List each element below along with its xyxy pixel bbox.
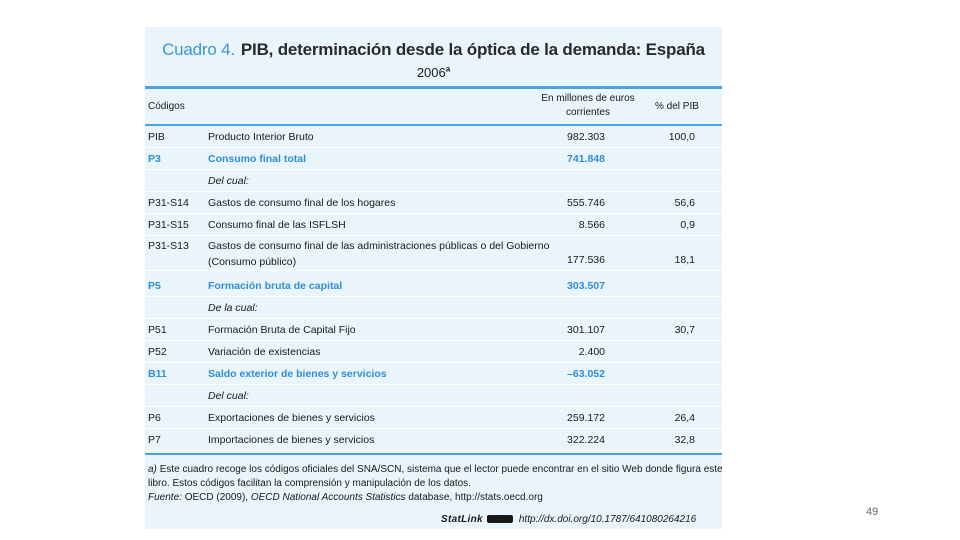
row-label: Gastos de consumo final de los hogares — [208, 197, 396, 209]
table-row: P31-S14 Gastos de consumo final de los h… — [145, 193, 722, 214]
year-text: 2006 — [416, 65, 446, 80]
note-source: Fuente: OECD (2009), OECD National Accou… — [148, 492, 543, 503]
header-value-line1: En millones de euros — [541, 93, 635, 104]
row-label: Producto Interior Bruto — [208, 131, 314, 143]
row-label: Gastos de consumo final de las administr… — [208, 238, 549, 270]
row-label: Consumo final de las ISFLSH — [208, 219, 346, 231]
table-row: P52 Variación de existencias 2.400 — [145, 342, 722, 363]
row-code: P5 — [148, 280, 161, 292]
row-code: P3 — [148, 153, 161, 165]
header-rule — [145, 124, 722, 126]
header-value: En millones de euros corrientes — [537, 92, 639, 120]
row-value: 2.400 — [578, 346, 605, 358]
row-label: Del cual: — [208, 390, 249, 402]
header-codes: Códigos — [148, 101, 185, 112]
row-code: P31-S15 — [148, 219, 189, 231]
row-pct: 100,0 — [668, 131, 695, 143]
row-value: 322.224 — [567, 434, 605, 446]
table-row: PIB Producto Interior Bruto 982.303 100,… — [145, 127, 722, 148]
row-value: 177.536 — [567, 254, 605, 266]
row-code: P31-S14 — [148, 197, 189, 209]
row-value: 8.566 — [578, 219, 605, 231]
statlink-brand: StatLink — [441, 514, 483, 525]
table-title: Cuadro 4. PIB, determinación desde la ópt… — [145, 40, 722, 60]
row-code: P51 — [148, 324, 167, 336]
row-label-line1: Gastos de consumo final de las administr… — [208, 240, 550, 252]
note-a-line1: a) Este cuadro recoge los códigos oficia… — [148, 464, 722, 475]
row-label: De la cual: — [208, 302, 258, 314]
row-label: Formación Bruta de Capital Fijo — [208, 324, 356, 336]
row-value: 303.507 — [567, 280, 605, 292]
table-row: P7 Importaciones de bienes y servicios 3… — [145, 430, 722, 451]
row-label: Variación de existencias — [208, 346, 321, 358]
row-pct: 56,6 — [674, 197, 695, 209]
year-footnote-marker: a — [445, 64, 451, 74]
row-code: P6 — [148, 412, 161, 424]
row-value: 259.172 — [567, 412, 605, 424]
row-label-line2: (Consumo público) — [208, 256, 297, 268]
row-pct: 0,9 — [680, 219, 695, 231]
source-label: Fuente: — [148, 492, 182, 503]
row-label: Formación bruta de capital — [208, 280, 343, 292]
table-row: P51 Formación Bruta de Capital Fijo 301.… — [145, 320, 722, 341]
statlink-logo-icon — [486, 515, 513, 524]
row-value: 555.746 — [567, 197, 605, 209]
top-rule — [145, 86, 722, 89]
row-code: P31-S13 — [148, 240, 189, 252]
row-pct: 32,8 — [674, 434, 695, 446]
row-value: –63.052 — [567, 368, 605, 380]
note-a-line2: libro. Estos códigos facilitan la compre… — [148, 478, 471, 489]
table-row: De la cual: — [145, 298, 722, 319]
row-label: Importaciones de bienes y servicios — [208, 434, 375, 446]
row-code: P52 — [148, 346, 167, 358]
row-value: 741.848 — [567, 153, 605, 165]
row-value: 301.107 — [567, 324, 605, 336]
table-row: P5 Formación bruta de capital 303.507 — [145, 276, 722, 297]
table-row: Del cual: — [145, 386, 722, 407]
table-row: B11 Saldo exterior de bienes y servicios… — [145, 364, 722, 385]
statlink-url: http://dx.doi.org/10.1787/641080264216 — [518, 514, 697, 525]
note-a-marker: a) — [148, 464, 157, 475]
row-pct: 30,7 — [674, 324, 695, 336]
table-number: Cuadro 4. — [162, 40, 235, 59]
table-notes: a) Este cuadro recoge los códigos oficia… — [148, 463, 722, 505]
row-pct: 26,4 — [674, 412, 695, 424]
row-value: 982.303 — [567, 131, 605, 143]
table-row: Del cual: — [145, 171, 722, 192]
row-label: Del cual: — [208, 175, 249, 187]
bottom-rule — [145, 453, 722, 455]
page-number: 49 — [866, 506, 879, 518]
row-label: Saldo exterior de bienes y servicios — [208, 368, 387, 380]
row-code: PIB — [148, 131, 165, 143]
header-pct: % del PIB — [655, 101, 699, 112]
table-row: P31-S13 Gastos de consumo final de las a… — [145, 237, 722, 271]
row-label: Consumo final total — [208, 153, 306, 165]
table-year: 2006a — [145, 65, 722, 80]
table-row: P3 Consumo final total 741.848 — [145, 149, 722, 170]
row-label: Exportaciones de bienes y servicios — [208, 412, 375, 424]
table-row: P6 Exportaciones de bienes y servicios 2… — [145, 408, 722, 429]
source-title: OECD National Accounts Statistics — [250, 492, 406, 503]
header-value-line2: corrientes — [566, 107, 610, 118]
table-image: Cuadro 4. PIB, determinación desde la ópt… — [145, 27, 722, 529]
table-row: P31-S15 Consumo final de las ISFLSH 8.56… — [145, 215, 722, 236]
row-code: B11 — [148, 368, 167, 380]
row-code: P7 — [148, 434, 161, 446]
row-pct: 18,1 — [674, 254, 695, 266]
table-title-text: PIB, determinación desde la óptica de la… — [240, 40, 705, 59]
statlink: StatLink http://dx.doi.org/10.1787/641080… — [441, 514, 696, 525]
